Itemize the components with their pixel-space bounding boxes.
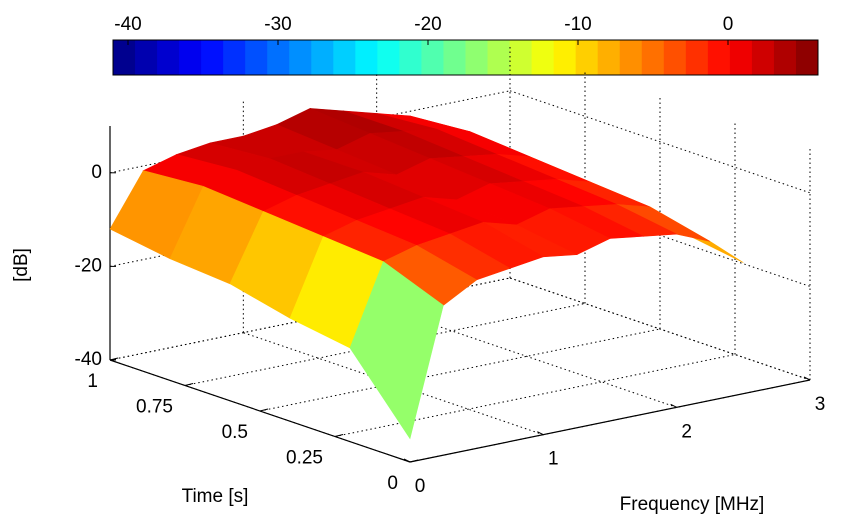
y-tick-label: 1 xyxy=(87,371,98,392)
x-tick-label: 3 xyxy=(815,394,826,415)
grid-line xyxy=(509,90,811,194)
colorbar-cell xyxy=(245,40,268,75)
grid-line xyxy=(376,304,677,408)
colorbar-cell xyxy=(421,40,444,75)
colorbar-cell xyxy=(289,40,312,75)
colorbar-cell xyxy=(443,40,466,75)
colorbar-cell xyxy=(333,40,356,75)
colorbar-cell xyxy=(223,40,246,75)
x-tick xyxy=(803,376,811,381)
colorbar-tick-label: -20 xyxy=(414,14,441,35)
colorbar-cell xyxy=(641,40,665,75)
colorbar-tick-label: -30 xyxy=(264,14,291,35)
colorbar-cell xyxy=(487,40,511,75)
z-tick-label: -20 xyxy=(75,255,102,276)
colorbar-cell xyxy=(619,40,643,75)
colorbar-cell xyxy=(311,40,334,75)
y-tick xyxy=(184,383,194,386)
colorbar-cell xyxy=(597,40,621,75)
colorbar-cell xyxy=(377,40,400,75)
grid-line xyxy=(509,277,811,381)
colorbar-cell xyxy=(355,40,378,75)
z-axis-label: [dB] xyxy=(11,248,32,282)
colorbar-cell xyxy=(267,40,290,75)
x-tick xyxy=(403,458,411,463)
z-tick-label: -40 xyxy=(75,349,102,370)
x-axis xyxy=(409,379,811,463)
y-tick xyxy=(409,459,419,463)
colorbar-cell xyxy=(399,40,422,75)
colorbar-cell xyxy=(575,40,599,75)
grid-line xyxy=(184,303,586,386)
y-tick-label: 0.75 xyxy=(136,397,173,418)
colorbar-cell xyxy=(751,40,775,75)
colorbar-tick-label: -40 xyxy=(114,14,141,35)
y-tick xyxy=(259,408,269,412)
colorbar-cell xyxy=(531,40,555,75)
grid-line xyxy=(259,328,661,412)
y-tick-label: 0.25 xyxy=(286,448,323,469)
y-tick-label: 0 xyxy=(387,473,398,494)
y-axis-label: Time [s] xyxy=(182,486,249,507)
colorbar-cell xyxy=(685,40,709,75)
colorbar-cell xyxy=(465,40,489,75)
x-tick xyxy=(670,403,677,408)
colorbar-tick-label: 0 xyxy=(723,14,734,35)
colorbar-cell xyxy=(707,40,731,75)
colorbar-cell xyxy=(553,40,577,75)
x-tick-label: 1 xyxy=(548,449,559,470)
colorbar-frame xyxy=(112,39,819,76)
x-tick-label: 2 xyxy=(681,421,692,442)
grid-line xyxy=(109,277,511,361)
x-tick xyxy=(537,431,544,436)
colorbar-cell xyxy=(729,40,753,75)
colorbar-cell xyxy=(135,40,158,75)
x-tick-label: 0 xyxy=(415,476,426,497)
y-tick-label: 0.5 xyxy=(222,422,248,443)
colorbar-cell xyxy=(663,40,687,75)
surface-patch xyxy=(349,261,444,440)
y-tick xyxy=(109,357,119,361)
colorbar-cell xyxy=(179,40,202,75)
colorbar-cell xyxy=(509,40,533,75)
colorbar-cell xyxy=(113,40,136,75)
colorbar-cell xyxy=(773,40,797,75)
colorbar-cell xyxy=(201,40,224,75)
y-tick xyxy=(334,434,344,437)
colorbar-cell xyxy=(795,40,819,75)
x-axis-label: Frequency [MHz] xyxy=(620,494,765,515)
colorbar-cell xyxy=(157,40,180,75)
z-tick-label: 0 xyxy=(91,162,102,183)
colorbar-tick-label: -10 xyxy=(564,14,591,35)
